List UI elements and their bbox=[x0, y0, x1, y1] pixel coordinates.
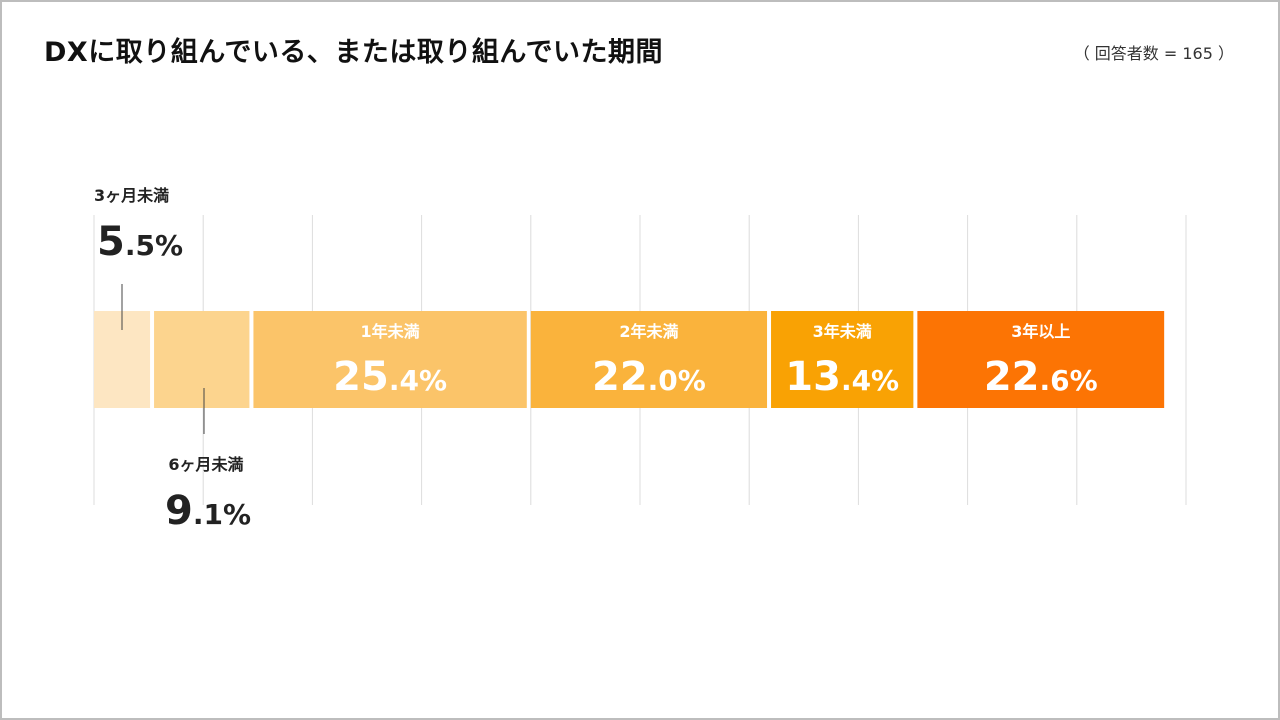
respondent-count: （ 回答者数 = 165 ） bbox=[1073, 44, 1234, 63]
outside-category-label: 6ヶ月未満 bbox=[168, 455, 243, 474]
segment-value-label: 25.4% bbox=[333, 354, 447, 400]
bar-segment bbox=[253, 311, 527, 408]
segment-value-label: 13.4% bbox=[785, 354, 899, 400]
segment-category-label: 3年未満 bbox=[813, 322, 872, 341]
outside-value-label: 9.1% bbox=[165, 488, 251, 534]
segment-category-label: 2年未満 bbox=[619, 322, 678, 341]
segment-value-label: 22.0% bbox=[592, 354, 706, 400]
segment-category-label: 3年以上 bbox=[1011, 322, 1070, 341]
outside-value-label: 5.5% bbox=[97, 219, 183, 265]
bar-segment bbox=[771, 311, 914, 408]
outside-category-label: 3ヶ月未満 bbox=[94, 186, 169, 205]
segment-value-label: 22.6% bbox=[984, 354, 1098, 400]
chart-title: DXに取り組んでいる、または取り組んでいた期間 bbox=[44, 37, 664, 68]
bar-segment bbox=[154, 311, 250, 408]
segment-category-label: 1年未満 bbox=[361, 322, 420, 341]
bar-segment bbox=[530, 311, 768, 408]
bar-segment bbox=[917, 311, 1165, 408]
